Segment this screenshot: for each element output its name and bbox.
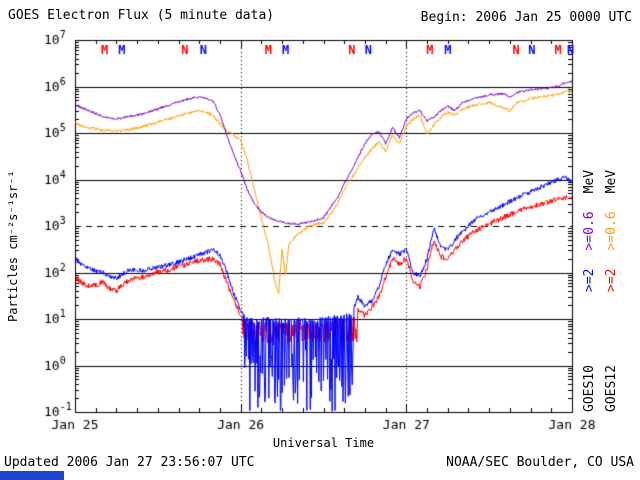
begin-timestamp: Begin: 2006 Jan 25 0000 UTC [420, 10, 632, 25]
goes10-ge06-label: >=0.6 [582, 211, 597, 251]
updated-timestamp: Updated 2006 Jan 27 23:56:07 UTC [4, 455, 255, 470]
goes12-ge06-label: >=0.6 [604, 211, 619, 251]
goes12-unit-label: MeV [604, 169, 619, 194]
legend-goes10-energy-labels: >=2 >=0.6 MeV [582, 170, 597, 292]
source-credit: NOAA/SEC Boulder, CO USA [446, 455, 634, 470]
legend-goes10-name: GOES10 [582, 365, 597, 412]
page-title: GOES Electron Flux (5 minute data) [8, 8, 275, 23]
goes10-ge2-label: >=2 [582, 268, 597, 292]
legend-goes12-energy-labels: >=2 >=0.6 MeV [604, 170, 619, 292]
goes10-unit-label: MeV [582, 169, 597, 194]
x-axis-label: Universal Time [272, 436, 375, 450]
bottom-blue-bar [0, 471, 64, 480]
legend-goes12-name: GOES12 [604, 365, 619, 412]
goes12-ge2-label: >=2 [604, 268, 619, 292]
y-axis-label: Particles cm⁻²s⁻¹sr⁻¹ [6, 170, 20, 322]
